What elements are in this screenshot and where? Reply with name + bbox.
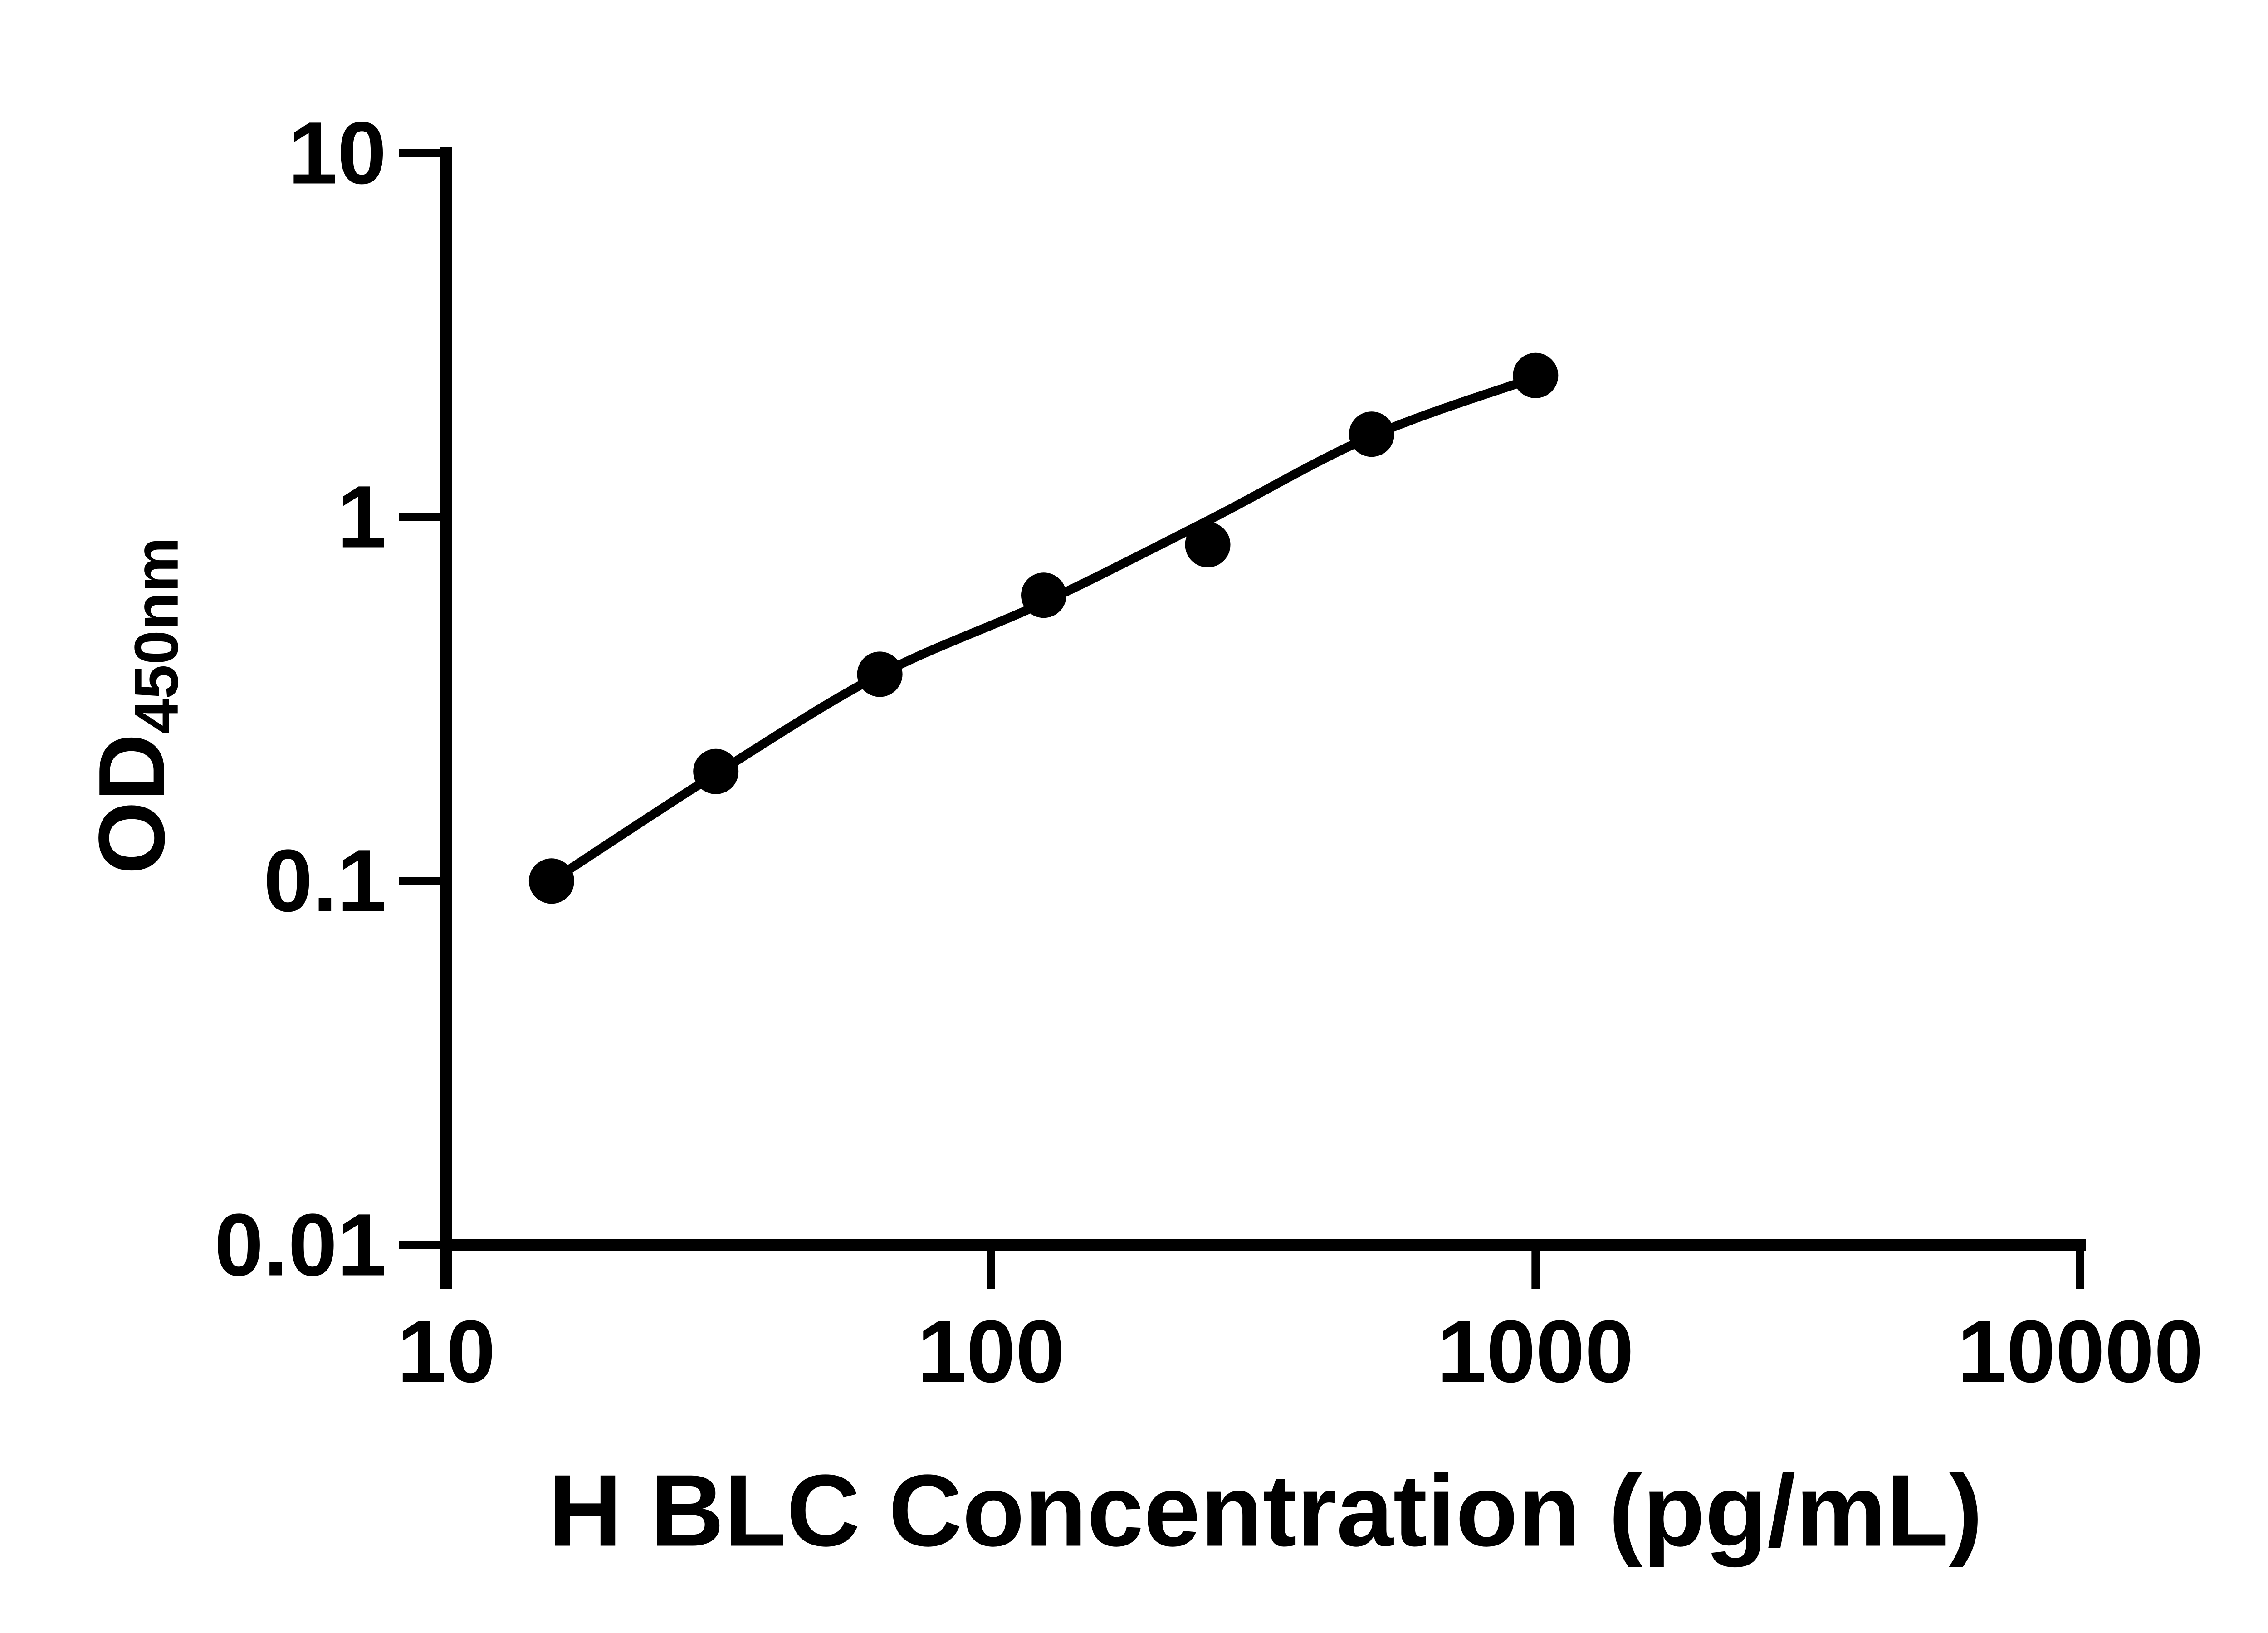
fit-curve-line bbox=[547, 373, 1540, 886]
data-point-marker bbox=[1185, 522, 1231, 567]
x-tick-label: 10 bbox=[397, 1302, 496, 1401]
data-point-marker bbox=[1021, 572, 1066, 618]
y-axis-title: OD450nm bbox=[79, 537, 191, 874]
data-point-marker bbox=[1349, 411, 1394, 457]
x-tick-label: 10000 bbox=[1957, 1302, 2204, 1401]
x-axis-title: H BLC Concentration (pg/mL) bbox=[548, 1453, 1983, 1568]
y-tick-label: 1 bbox=[337, 467, 386, 567]
data-point-marker bbox=[857, 651, 903, 697]
y-tick-label: 10 bbox=[288, 103, 386, 203]
data-point-marker bbox=[528, 858, 574, 904]
x-tick-label: 1000 bbox=[1437, 1302, 1634, 1401]
data-point-marker bbox=[1513, 352, 1559, 398]
data-point-marker bbox=[693, 748, 739, 794]
y-axis-title-main: OD bbox=[79, 733, 184, 875]
y-tick-label: 0.01 bbox=[214, 1195, 386, 1295]
y-axis-title-subscript: 450nm bbox=[121, 537, 191, 734]
x-tick-label: 100 bbox=[917, 1302, 1065, 1401]
y-tick-label: 0.1 bbox=[263, 831, 386, 930]
